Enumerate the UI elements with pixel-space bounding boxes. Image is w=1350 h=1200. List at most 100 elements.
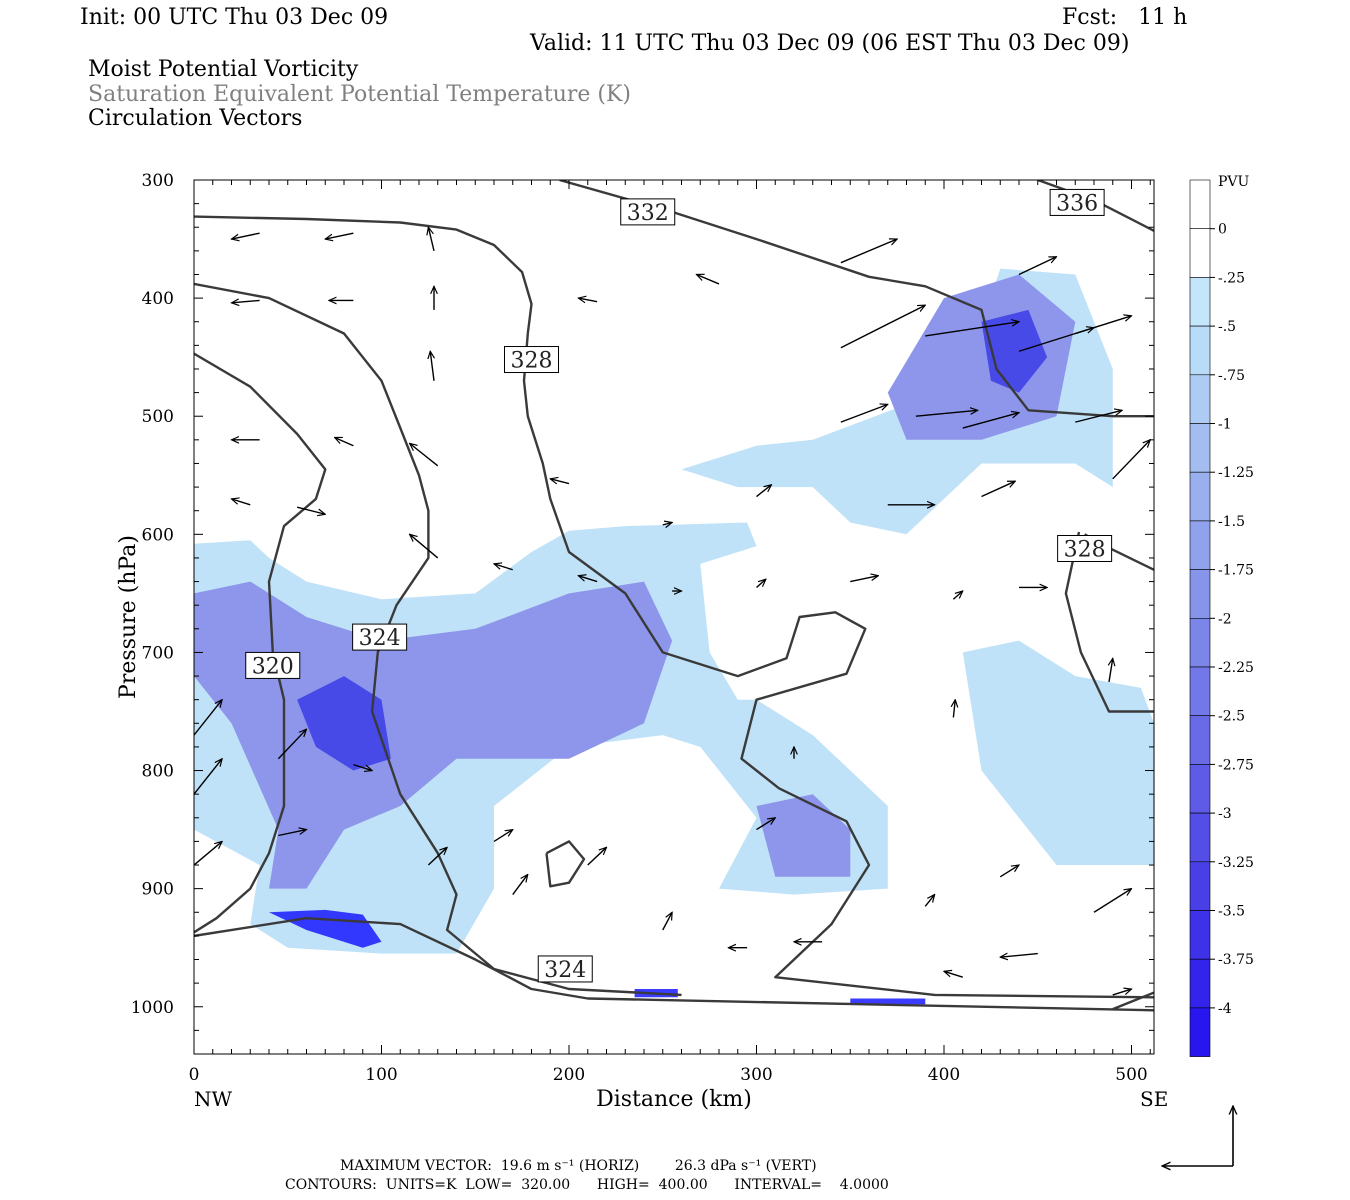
colorbar-label-1: -.25 <box>1218 270 1245 286</box>
theta-es-contours <box>194 180 1154 1012</box>
vector-9 <box>840 239 897 264</box>
colorbar-label-5: -1.25 <box>1218 465 1254 481</box>
colorbar-swatch-6 <box>1189 471 1211 522</box>
title-moist-pv: Moist Potential Vorticity <box>88 57 359 82</box>
colorbar-label-11: -2.75 <box>1218 757 1254 773</box>
vector-31 <box>494 564 513 571</box>
vector-57 <box>1112 989 1132 996</box>
vector-41 <box>277 729 306 760</box>
vector-48 <box>662 912 672 931</box>
contour-label-3: 328 <box>1064 537 1106 562</box>
colorbar-swatch-4 <box>1189 374 1211 424</box>
theta-contour-8 <box>194 917 1154 1012</box>
contours-text: CONTOURS: UNITS=K LOW= 320.00 HIGH= 400.… <box>285 1177 889 1193</box>
colorbar-label-0: 0 <box>1218 222 1227 238</box>
y-tick-label-3: 600 <box>142 525 174 545</box>
max-vector-text: MAXIMUM VECTOR: 19.6 m s⁻¹ (HORIZ) 26.3 … <box>340 1158 817 1174</box>
colorbar-swatch-2 <box>1189 277 1211 327</box>
theta-contour-9 <box>1112 991 1154 1011</box>
vector-40 <box>194 841 222 866</box>
vector-22 <box>550 479 570 484</box>
x-tick-label-3: 300 <box>740 1065 772 1085</box>
colorbar-label-16: -4 <box>1218 1001 1232 1017</box>
vector-6 <box>430 351 434 381</box>
colorbar-label-8: -2 <box>1218 611 1232 627</box>
x-tick-label-1: 100 <box>365 1065 397 1085</box>
vector-33 <box>756 579 766 588</box>
vector-45 <box>493 830 513 842</box>
pv-region-2 <box>962 640 1154 865</box>
vector-26 <box>981 480 1016 498</box>
colorbar-swatch-7 <box>1189 520 1211 570</box>
colorbar-swatch-0 <box>1189 179 1211 230</box>
vector-7 <box>578 298 598 302</box>
colorbar-swatch-8 <box>1189 569 1211 619</box>
colorbar-label-7: -1.75 <box>1218 563 1254 579</box>
x-tick-labels: 0 100 200 300 400 500 <box>189 1065 1148 1085</box>
contour-label-box-6 <box>537 955 593 983</box>
pv-region-10 <box>850 998 926 1005</box>
y-tick-label-7: 1000 <box>131 998 174 1018</box>
vector-34 <box>850 576 878 583</box>
x-axis-title: Distance (km) <box>596 1087 752 1112</box>
vector-27 <box>1112 440 1151 480</box>
pv-region-6 <box>297 676 391 771</box>
colorbar-swatch-1 <box>1189 228 1211 278</box>
vector-54 <box>1093 889 1132 913</box>
plot-frame <box>193 179 1155 1055</box>
vector-59 <box>953 700 955 718</box>
y-tick-label-6: 900 <box>142 880 174 900</box>
y-tick-label-0: 300 <box>142 171 174 191</box>
pv-region-3 <box>194 581 673 889</box>
x-tick-label-5: 500 <box>1115 1065 1147 1085</box>
contour-label-box-4 <box>352 623 408 651</box>
vector-10 <box>1018 256 1057 276</box>
contour-label-0: 332 <box>627 201 669 226</box>
vector-28 <box>232 499 251 506</box>
vector-42 <box>278 830 306 837</box>
init-time: Init: 00 UTC Thu 03 Dec 09 <box>80 5 389 30</box>
colorbar-swatch-16 <box>1189 958 1211 1009</box>
y-tick-labels: 300 400 500 600 700 800 900 1000 <box>131 171 174 1018</box>
colorbar-label-2: -.5 <box>1218 319 1236 335</box>
colorbar-label-14: -3.5 <box>1218 904 1245 920</box>
vector-30 <box>410 534 439 559</box>
theta-contour-4 <box>194 352 327 934</box>
colorbar-swatch-15 <box>1189 910 1211 960</box>
vector-47 <box>587 847 607 866</box>
contour-label-box-1 <box>1049 188 1105 216</box>
vector-0 <box>232 232 260 239</box>
vector-38 <box>194 700 222 736</box>
vector-2 <box>428 227 435 252</box>
colorbar-swatch-13 <box>1189 812 1211 863</box>
y-axis-title: Pressure (hPa) <box>116 535 141 699</box>
vector-56 <box>1000 954 1038 958</box>
vector-16 <box>915 410 978 417</box>
contour-label-5: 320 <box>252 654 294 679</box>
colorbar-label-12: -3 <box>1218 806 1232 822</box>
colorbar-swatch-9 <box>1189 617 1211 668</box>
vector-24 <box>756 485 772 498</box>
axis-ticks <box>193 179 1154 1055</box>
vector-14 <box>1075 316 1131 335</box>
y-tick-label-1: 400 <box>142 289 174 309</box>
colorbar-swatch-11 <box>1189 715 1211 765</box>
vector-12 <box>925 322 1019 337</box>
pv-region-5 <box>887 274 1076 440</box>
vector-32 <box>578 576 598 583</box>
se-label: SE <box>1140 1087 1168 1111</box>
forecast-hour: Fcst: 11 h <box>1062 5 1188 30</box>
vector-17 <box>962 413 1019 429</box>
theta-contour-0 <box>194 215 1154 999</box>
x-tick-label-2: 200 <box>553 1065 585 1085</box>
x-tick-label-0: 0 <box>189 1065 200 1085</box>
vector-49 <box>756 818 776 831</box>
colorbar: 0 -.25 -.5 -.75 -1 -1.25 -1.5 -1.75 -2 -2.25 -2.5 -… <box>1189 179 1254 1057</box>
vector-55 <box>944 971 963 978</box>
colorbar-swatch-17 <box>1189 1007 1211 1057</box>
contour-label-box-5 <box>245 651 301 679</box>
contour-label-box-2 <box>504 346 559 374</box>
vector-15 <box>840 404 888 423</box>
y-tick-label-4: 700 <box>142 643 174 663</box>
